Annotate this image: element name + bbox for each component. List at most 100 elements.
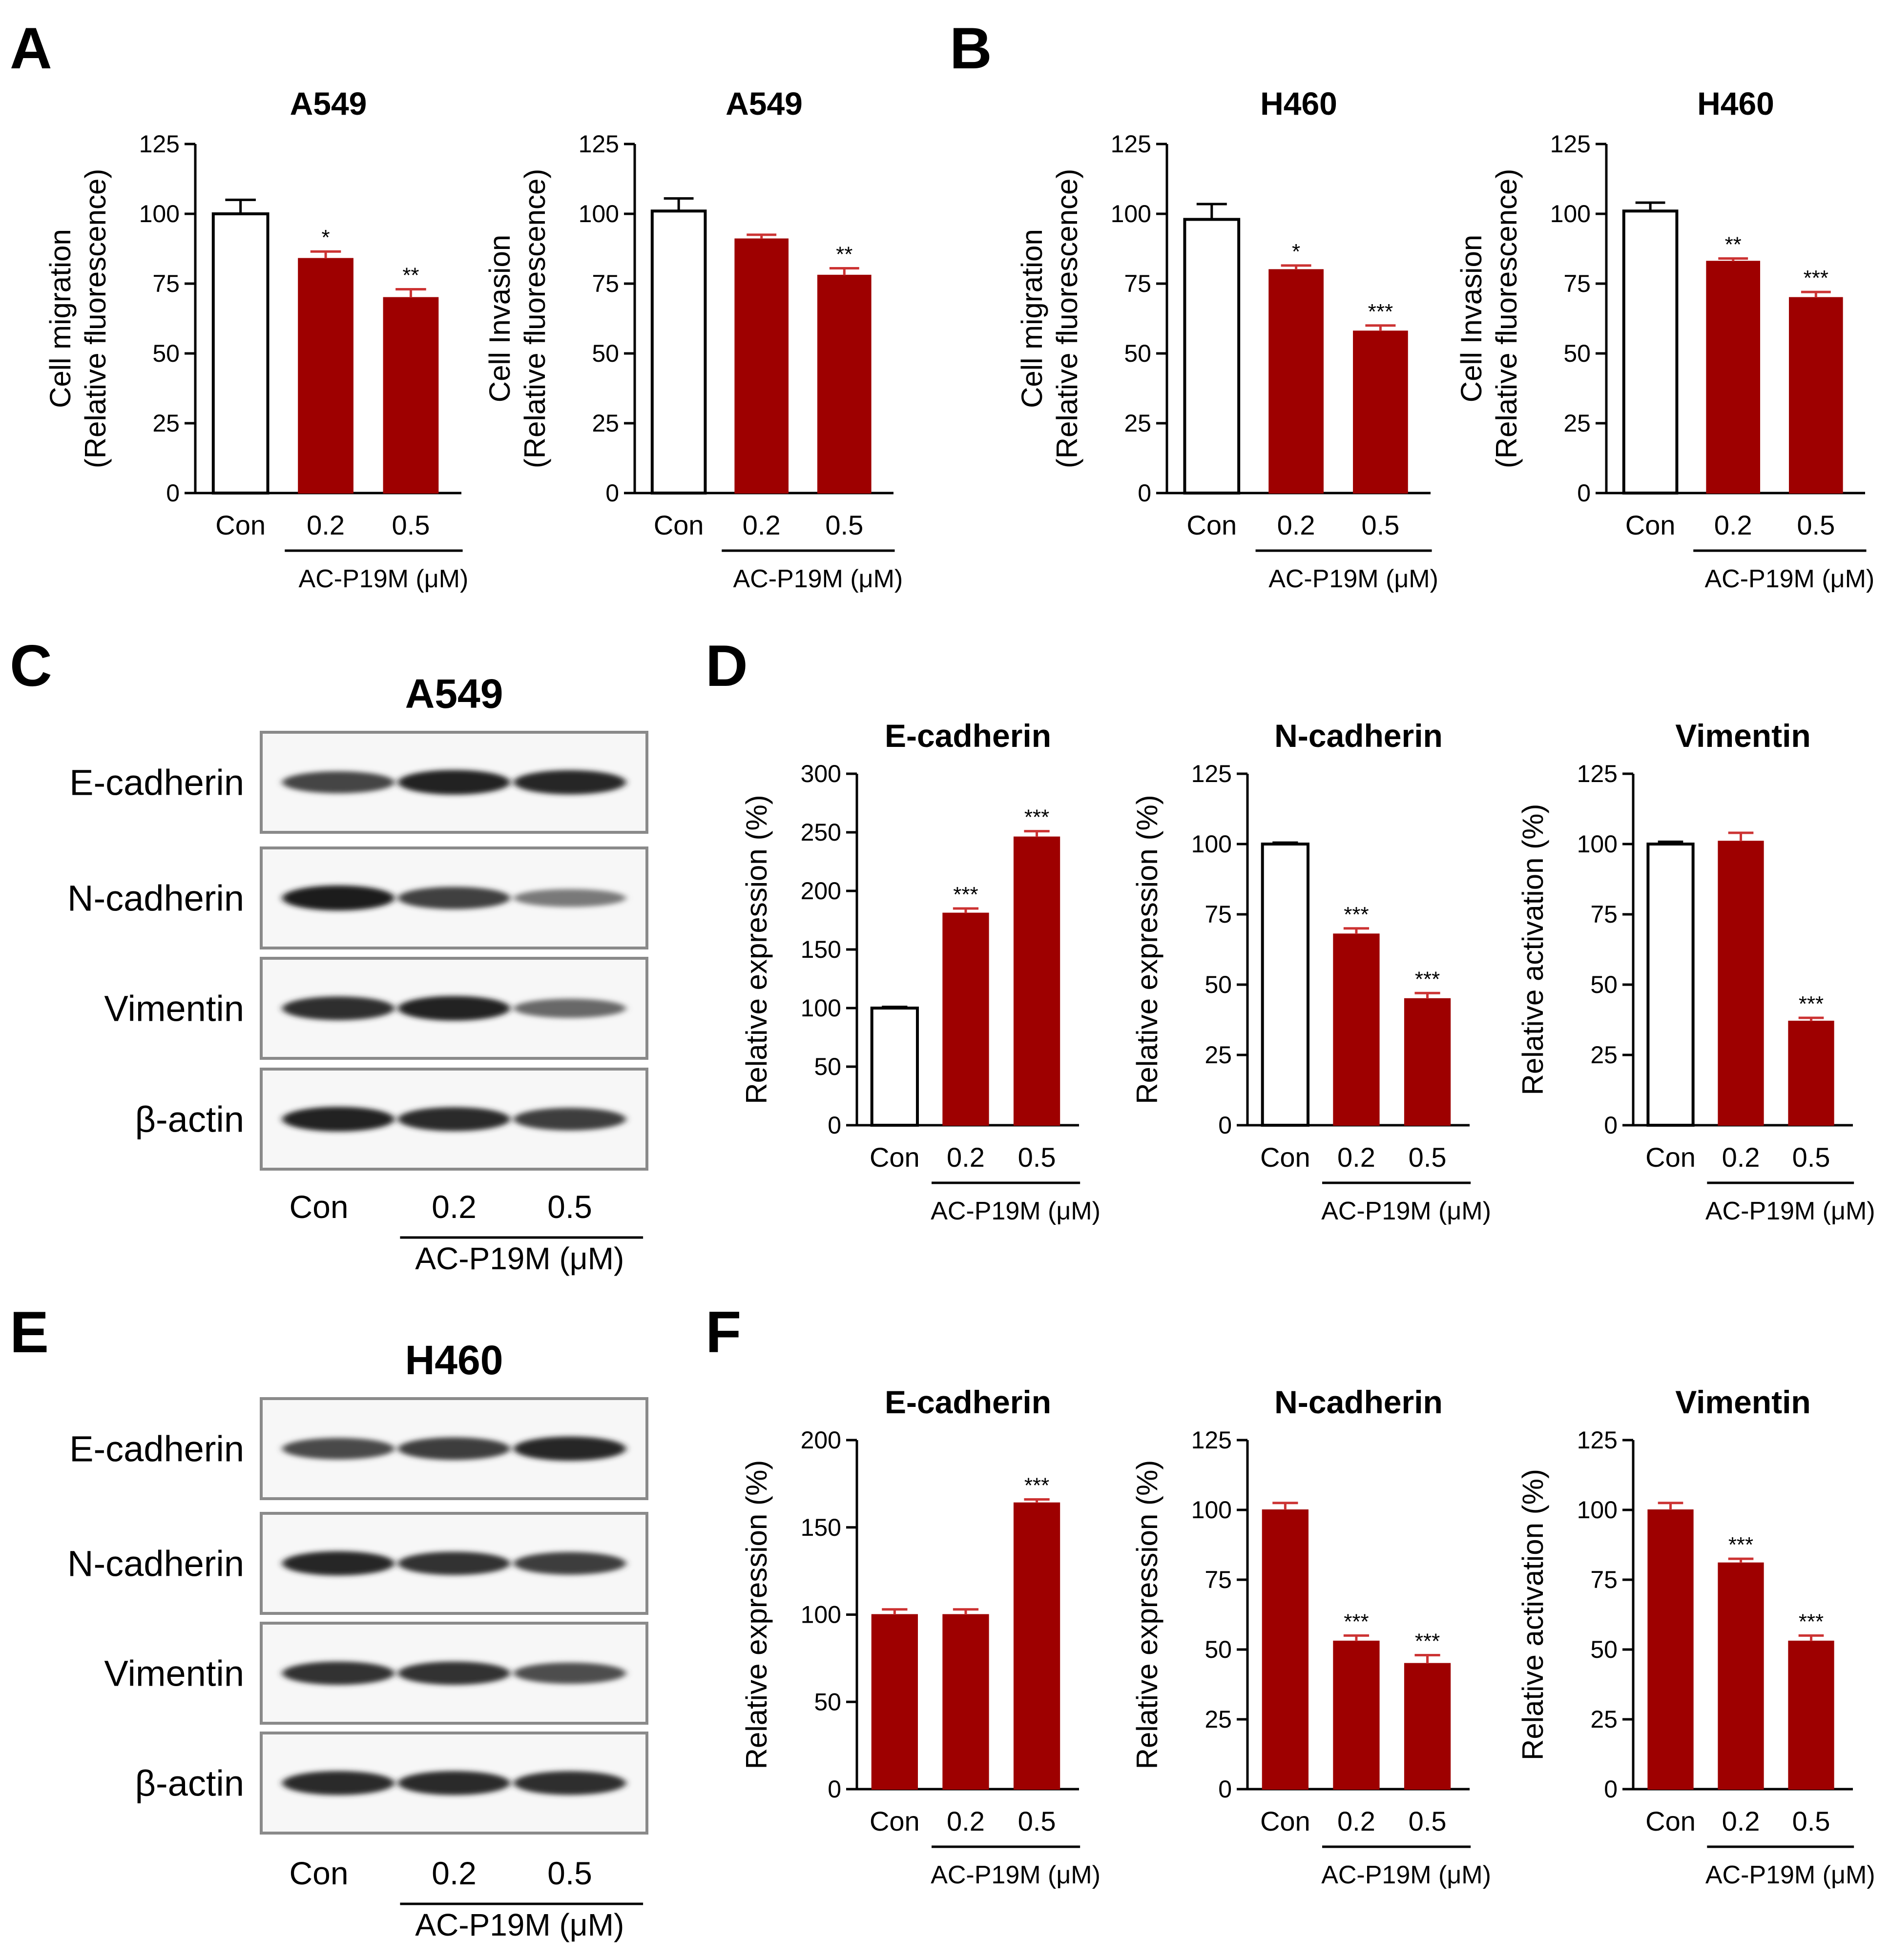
bar: [1183, 218, 1241, 495]
y-tick-label: 0: [828, 1112, 841, 1139]
y-tick-label: 50: [1563, 340, 1591, 367]
chart-a-migration: A549 Cell migration (Relative fluorescence…: [44, 85, 468, 593]
chart-title: Vimentin: [1675, 718, 1811, 754]
x-tick-label: 0.5: [1409, 1806, 1447, 1836]
bar: [1788, 1640, 1834, 1790]
y-axis-label: Relative expression (%): [1131, 795, 1163, 1104]
x-tick-label: Con: [1645, 1806, 1696, 1836]
y-tick-label: 0: [828, 1775, 841, 1803]
y-tick-label: 200: [801, 877, 841, 905]
y-axis-label: (Relative fluorescence): [1490, 169, 1523, 469]
bar: [1404, 1663, 1451, 1790]
significance-label: ***: [1415, 1629, 1440, 1653]
y-tick-label: 75: [1205, 1566, 1232, 1593]
y-tick-label: 50: [814, 1688, 841, 1715]
y-tick-label: 75: [1590, 1566, 1618, 1593]
significance-label: ***: [1024, 1474, 1049, 1498]
y-tick-label: 250: [801, 819, 841, 846]
treatment-label: AC-P19M (μM): [299, 565, 469, 593]
x-tick-label: Con: [1260, 1142, 1310, 1173]
x-tick-label: 0.5: [825, 510, 863, 540]
chart-title: A549: [290, 85, 367, 122]
y-tick-label: 50: [1205, 971, 1232, 998]
y-tick-label: 50: [814, 1053, 841, 1080]
x-tick-label: 0.2: [307, 510, 345, 540]
significance-label: *: [321, 226, 330, 249]
y-tick-label: 125: [139, 130, 180, 158]
x-tick-label: 0.5: [1792, 1142, 1830, 1173]
x-tick-label: 0.5: [1797, 510, 1835, 540]
x-tick-label: Con: [654, 510, 704, 540]
y-axis-label: Relative expression (%): [740, 795, 773, 1104]
bar: [1647, 1509, 1694, 1790]
y-axis-label: Relative expression (%): [1131, 1460, 1163, 1770]
x-tick-label: 0.2: [947, 1142, 985, 1173]
bar: [1353, 330, 1408, 494]
y-tick-label: 75: [1590, 901, 1618, 928]
y-axis-label: (Relative fluorescence): [1051, 169, 1083, 469]
protein-label: β-actin: [135, 1099, 244, 1140]
significance-label: ***: [1344, 903, 1369, 927]
protein-band: [514, 1552, 626, 1575]
lane-label: 0.2: [432, 1855, 477, 1891]
y-tick-label: 25: [1205, 1706, 1232, 1733]
protein-band: [514, 889, 626, 907]
x-tick-label: Con: [215, 510, 266, 540]
y-tick-label: 100: [801, 1601, 841, 1629]
bar: [1262, 1509, 1308, 1790]
western-blot-a549: A549 E-cadherin N-cadherin Vimentin β-actin C…: [67, 671, 648, 1276]
y-tick-label: 25: [1563, 410, 1591, 437]
bar: [1013, 1502, 1060, 1790]
y-tick-label: 75: [1563, 270, 1591, 297]
y-tick-label: 25: [1205, 1041, 1232, 1069]
x-tick-label: 0.5: [1409, 1142, 1447, 1173]
bar: [1261, 843, 1309, 1127]
x-tick-label: Con: [1645, 1142, 1696, 1173]
bar: [1718, 841, 1764, 1126]
y-tick-label: 0: [166, 479, 180, 507]
chart-title: N-cadherin: [1274, 1384, 1443, 1420]
y-tick-label: 0: [1577, 479, 1591, 507]
protein-band: [398, 770, 510, 795]
y-tick-label: 125: [1577, 1426, 1618, 1454]
chart-b-migration: H460 Cell migration (Relative fluorescence…: [1016, 85, 1438, 593]
lane-label: 0.5: [547, 1189, 592, 1225]
chart-b-invasion: H460 Cell Invasion (Relative fluorescence)…: [1455, 85, 1874, 593]
chart-title: Vimentin: [1675, 1384, 1811, 1420]
y-tick-label: 0: [1604, 1775, 1618, 1803]
x-tick-label: 0.2: [1722, 1806, 1760, 1836]
y-tick-label: 100: [1577, 1496, 1618, 1524]
protein-label: E-cadherin: [69, 763, 244, 803]
significance-label: **: [836, 243, 852, 267]
y-tick-label: 125: [1550, 130, 1591, 158]
blot-title: H460: [405, 1337, 503, 1383]
protein-band: [514, 1771, 626, 1795]
bar: [734, 238, 789, 494]
y-axis-label: Relative activation (%): [1516, 804, 1549, 1095]
y-tick-label: 50: [1590, 1636, 1618, 1663]
protein-band: [282, 1551, 395, 1576]
y-tick-label: 25: [1590, 1706, 1618, 1733]
x-tick-label: Con: [1625, 510, 1676, 540]
y-tick-label: 100: [1111, 200, 1151, 227]
x-tick-label: 0.2: [947, 1806, 985, 1836]
y-tick-label: 100: [579, 200, 619, 227]
significance-label: ***: [953, 883, 978, 907]
y-tick-label: 0: [605, 479, 619, 507]
bar: [817, 274, 872, 494]
protein-band: [282, 1661, 395, 1685]
chart-d-vimentin: Vimentin Relative activation (%) 0 25 50 75 10…: [1516, 718, 1875, 1225]
y-axis-label: (Relative fluorescence): [519, 169, 551, 469]
y-axis-label: Cell migration: [44, 229, 77, 408]
bar: [211, 212, 270, 495]
treatment-label: AC-P19M (μM): [1705, 1861, 1875, 1889]
western-blot-h460: H460 E-cadherin N-cadherin Vimentin β-actin C…: [67, 1337, 648, 1942]
y-tick-label: 25: [152, 410, 180, 437]
x-tick-label: 0.2: [1277, 510, 1315, 540]
x-tick-label: 0.2: [1337, 1806, 1375, 1836]
y-tick-label: 125: [1111, 130, 1151, 158]
bar: [1404, 998, 1451, 1126]
treatment-label: AC-P19M (μM): [733, 565, 903, 593]
y-tick-label: 50: [152, 340, 180, 367]
